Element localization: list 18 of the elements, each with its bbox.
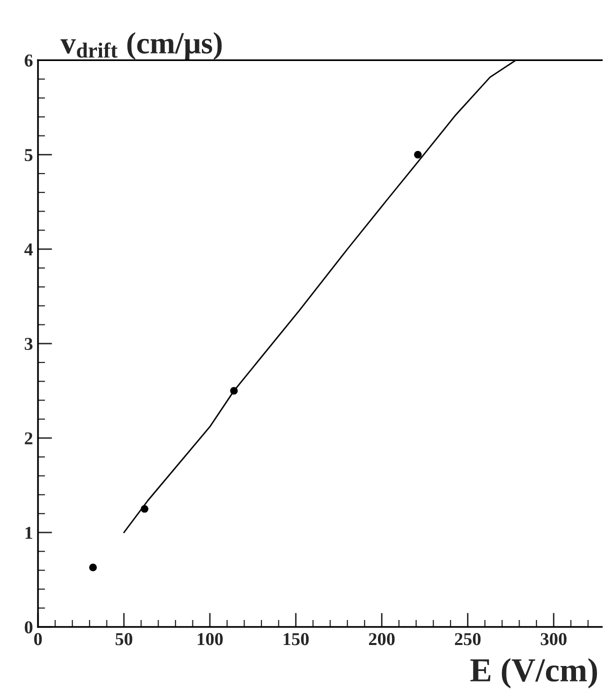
y-tick-label: 6 <box>24 54 33 67</box>
x-tick-label: 300 <box>540 633 567 646</box>
y-tick-label: 0 <box>24 621 32 634</box>
y-axis-title: v$_{drift}$ (cm/μs) <box>60 32 222 60</box>
x-tick-label: 150 <box>284 633 309 646</box>
point <box>414 150 422 158</box>
y-tick-label: 2 <box>24 432 32 444</box>
y-tick-label: 5 <box>24 149 32 162</box>
y-tick-label: 3 <box>24 338 33 350</box>
x-tick-label: 250 <box>454 633 481 646</box>
y-tick-label: 4 <box>24 244 33 256</box>
x-tick-label: 0 <box>34 633 42 646</box>
point <box>89 564 97 572</box>
x-tick-label: 200 <box>368 633 395 646</box>
x-tick-label: 50 <box>116 633 132 646</box>
y-tick-label: 1 <box>26 526 32 539</box>
x-tick-label: 100 <box>198 633 223 646</box>
x-axis-title: E (V/cm) <box>470 658 598 688</box>
